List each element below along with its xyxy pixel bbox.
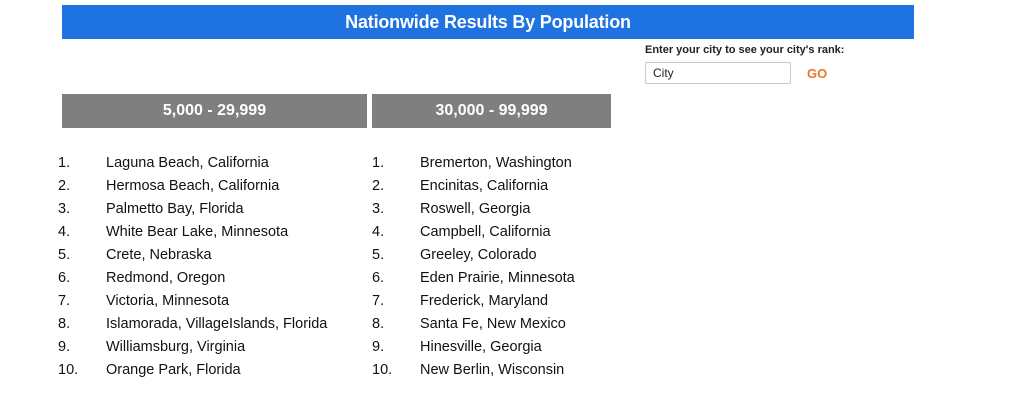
list-item: 9. Hinesville, Georgia	[372, 336, 611, 359]
city-name: Frederick, Maryland	[420, 293, 549, 309]
city-name: Eden Prairie, Minnesota	[420, 270, 575, 286]
list-item: 4. Campbell, California	[372, 221, 611, 244]
rank-number: 6.	[58, 270, 71, 286]
city-name: New Berlin, Wisconsin	[420, 362, 565, 378]
list-item: 7. Frederick, Maryland	[372, 290, 611, 313]
rank-number: 9.	[372, 339, 385, 355]
list-item: 6. Eden Prairie, Minnesota	[372, 267, 611, 290]
list-item: 7. Victoria, Minnesota	[58, 290, 367, 313]
rank-number: 9.	[58, 339, 71, 355]
city-name: Roswell, Georgia	[420, 201, 531, 217]
city-name: Islamorada, VillageIslands, Florida	[106, 316, 328, 332]
page-title: Nationwide Results By Population	[62, 5, 914, 39]
rank-number: 10.	[58, 362, 79, 378]
city-rank-row: GO	[645, 62, 905, 84]
rank-number: 5.	[372, 247, 385, 263]
list-item: 10. Orange Park, Florida	[58, 359, 367, 382]
list-item: 4. White Bear Lake, Minnesota	[58, 221, 367, 244]
rank-number: 4.	[372, 224, 385, 240]
list-item: 1. Laguna Beach, California	[58, 152, 367, 175]
city-input[interactable]	[645, 62, 791, 84]
population-column-medium: 30,000 - 99,999 1. Bremerton, Washington 2…	[372, 94, 611, 382]
list-item: 10. New Berlin, Wisconsin	[372, 359, 611, 382]
population-column-small: 5,000 - 29,999 1. Laguna Beach, Californi…	[58, 94, 367, 382]
rank-number: 3.	[372, 201, 385, 217]
list-item: 5. Crete, Nebraska	[58, 244, 367, 267]
column-header: 5,000 - 29,999	[62, 94, 367, 128]
city-rank-lookup: Enter your city to see your city's rank:…	[645, 44, 905, 84]
rank-number: 6.	[372, 270, 385, 286]
rank-number: 5.	[58, 247, 71, 263]
city-name: Palmetto Bay, Florida	[106, 201, 244, 217]
city-name: Victoria, Minnesota	[106, 293, 230, 309]
list-item: 8. Islamorada, VillageIslands, Florida	[58, 313, 367, 336]
city-name: Laguna Beach, California	[106, 155, 269, 171]
rank-number: 8.	[58, 316, 71, 332]
city-name: Greeley, Colorado	[420, 247, 537, 263]
go-button[interactable]: GO	[807, 65, 828, 81]
rank-number: 8.	[372, 316, 385, 332]
column-header: 30,000 - 99,999	[372, 94, 611, 128]
city-name: Campbell, California	[420, 224, 551, 240]
city-rank-prompt: Enter your city to see your city's rank:	[645, 44, 845, 56]
list-item: 2. Hermosa Beach, California	[58, 175, 367, 198]
rank-number: 4.	[58, 224, 71, 240]
list-item: 5. Greeley, Colorado	[372, 244, 611, 267]
rank-number: 7.	[372, 293, 385, 309]
rank-number: 7.	[58, 293, 71, 309]
rank-number: 2.	[372, 178, 385, 194]
city-name: Crete, Nebraska	[106, 247, 212, 263]
list-item: 1. Bremerton, Washington	[372, 152, 611, 175]
city-name: White Bear Lake, Minnesota	[106, 224, 289, 240]
city-name: Redmond, Oregon	[106, 270, 226, 286]
city-name: Santa Fe, New Mexico	[420, 316, 566, 332]
city-name: Williamsburg, Virginia	[106, 339, 246, 355]
rank-list: 1. Bremerton, Washington 2. Encinitas, Cali…	[372, 152, 611, 382]
list-item: 8. Santa Fe, New Mexico	[372, 313, 611, 336]
city-name: Orange Park, Florida	[106, 362, 241, 378]
rank-number: 2.	[58, 178, 71, 194]
list-item: 6. Redmond, Oregon	[58, 267, 367, 290]
rank-number: 3.	[58, 201, 71, 217]
city-name: Hinesville, Georgia	[420, 339, 542, 355]
rank-list: 1. Laguna Beach, California 2. Hermosa Beac…	[58, 152, 367, 382]
list-item: 3. Roswell, Georgia	[372, 198, 611, 221]
rank-number: 1.	[58, 155, 71, 171]
rank-number: 10.	[372, 362, 393, 378]
rank-number: 1.	[372, 155, 385, 171]
list-item: 2. Encinitas, California	[372, 175, 611, 198]
city-name: Encinitas, California	[420, 178, 549, 194]
city-name: Bremerton, Washington	[420, 155, 572, 171]
list-item: 9. Williamsburg, Virginia	[58, 336, 367, 359]
city-name: Hermosa Beach, California	[106, 178, 280, 194]
list-item: 3. Palmetto Bay, Florida	[58, 198, 367, 221]
